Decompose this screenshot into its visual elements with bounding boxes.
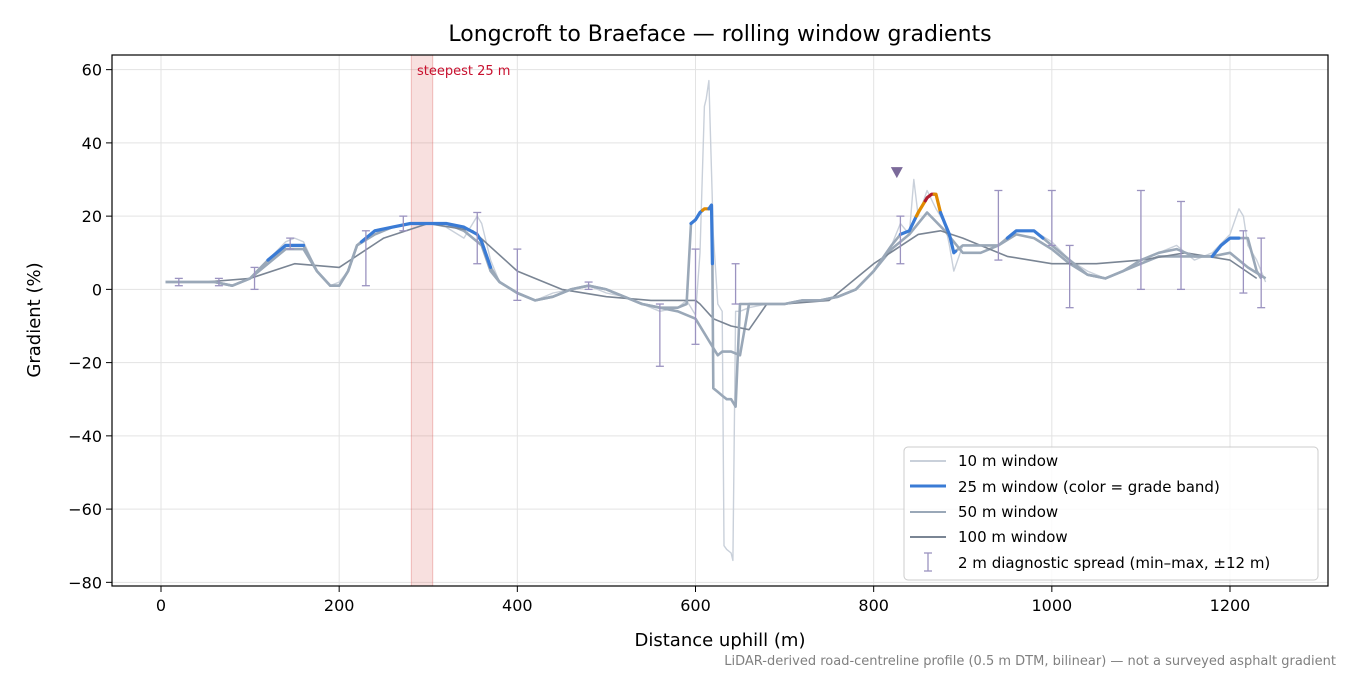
diagnostic-spread-bar: [1239, 230, 1248, 294]
legend-label-25m: 25 m window (color = grade band): [958, 478, 1220, 496]
diagnostic-spread-bar: [250, 266, 259, 291]
grade-band-segment-steep: [914, 199, 927, 218]
diagnostic-spread-bar: [584, 281, 593, 291]
x-tick-label: 400: [502, 596, 533, 615]
chart-title: Longcroft to Braeface — rolling window g…: [448, 22, 991, 47]
y-tick-label: 40: [82, 134, 102, 153]
diagnostic-spread-bar: [1047, 189, 1056, 247]
diagnostic-spread-bar: [1257, 237, 1266, 309]
diagnostic-spread-bar: [655, 303, 664, 367]
diagnostic-spread-bar: [214, 277, 223, 287]
axis-ticks: 0 200 400 600 800 1000 1200 −80 −60 −40 −20 0 20 40 60: [68, 61, 1250, 615]
x-tick-label: 200: [324, 596, 355, 615]
diagnostic-spread-bar: [361, 230, 370, 287]
grade-band-segment-base: [359, 221, 493, 269]
x-axis-label: Distance uphill (m): [635, 630, 806, 651]
peak-marker-triangle: [890, 167, 903, 179]
steepest-window-label: steepest 25 m: [417, 64, 510, 79]
x-tick-label: 600: [680, 596, 711, 615]
diagnostic-spread-bar: [174, 277, 183, 287]
legend-label-100m: 100 m window: [958, 528, 1068, 546]
peak-markers: [890, 167, 903, 179]
x-tick-label: 0: [156, 596, 166, 615]
x-tick-label: 1000: [1031, 596, 1072, 615]
x-tick-label: 1200: [1210, 596, 1251, 615]
grade-band-segment-base: [898, 214, 919, 236]
diagnostic-spread-bar: [994, 189, 1003, 261]
diagnostic-spread-bar: [473, 211, 482, 265]
footnote: LiDAR-derived road-centreline profile (0…: [724, 654, 1336, 669]
diagnostic-spread-bar: [1177, 200, 1186, 291]
x-tick-label: 800: [858, 596, 889, 615]
diagnostic-spread-bar: [286, 237, 295, 250]
series-100m-line: [165, 222, 1258, 331]
legend-label-50m: 50 m window: [958, 503, 1058, 521]
diagnostic-spread-bar: [513, 248, 522, 302]
legend-label-errorbar: 2 m diagnostic spread (min–max, ±12 m): [958, 554, 1270, 572]
y-tick-label: −60: [68, 500, 102, 519]
diagnostic-spread-bar: [691, 248, 700, 345]
grade-band-segment-base: [1210, 236, 1241, 258]
steepest-window-band: [410, 54, 434, 587]
y-tick-label: −80: [68, 573, 102, 592]
y-tick-label: 60: [82, 61, 102, 80]
diagnostic-spread-bars: [174, 189, 1266, 367]
grade-band-segment-base: [938, 210, 958, 255]
diagnostic-spread-bar: [1065, 244, 1074, 309]
legend-box: [903, 446, 1319, 581]
plot-frame: [111, 54, 1329, 587]
legend-swatch-errorbar: [924, 552, 932, 572]
diagnostic-spread-bar: [399, 215, 408, 232]
y-axis-label: Gradient (%): [24, 262, 45, 377]
legend-label-10m: 10 m window: [958, 452, 1058, 470]
series-lines: [165, 79, 1267, 562]
y-tick-label: −40: [68, 427, 102, 446]
grade-band-segment-base: [1005, 229, 1045, 240]
steepest-window-highlight: [410, 54, 434, 587]
y-tick-label: −20: [68, 354, 102, 373]
grade-band-segment-base: [707, 203, 715, 266]
diagnostic-spread-bar: [896, 215, 905, 265]
diagnostic-spread-bar: [1136, 189, 1145, 291]
y-tick-label: 0: [92, 280, 102, 299]
grade-band-segment-steep: [932, 192, 943, 215]
grid: [112, 55, 1328, 586]
legend: 10 m window 25 m window (color = grade b…: [903, 446, 1319, 581]
diagnostic-spread-bar: [731, 263, 740, 305]
y-tick-label: 20: [82, 207, 102, 226]
grade-band-segment-base: [689, 208, 705, 226]
